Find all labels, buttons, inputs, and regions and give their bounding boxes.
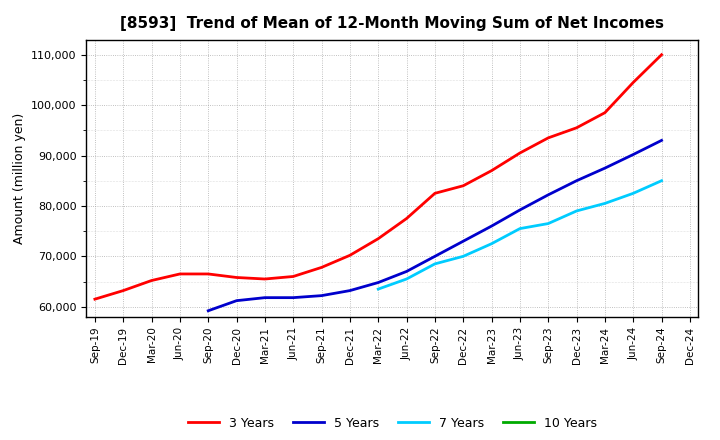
5 Years bbox=[629, 152, 637, 157]
5 Years bbox=[459, 238, 467, 244]
3 Years bbox=[572, 125, 581, 130]
3 Years bbox=[402, 216, 411, 221]
5 Years bbox=[572, 178, 581, 183]
3 Years bbox=[204, 271, 212, 277]
3 Years bbox=[657, 52, 666, 57]
7 Years bbox=[600, 201, 609, 206]
3 Years bbox=[233, 275, 241, 280]
7 Years bbox=[374, 286, 382, 292]
3 Years bbox=[346, 253, 354, 258]
7 Years bbox=[402, 276, 411, 282]
3 Years bbox=[289, 274, 297, 279]
5 Years bbox=[233, 298, 241, 303]
Line: 7 Years: 7 Years bbox=[378, 181, 662, 289]
7 Years bbox=[629, 191, 637, 196]
7 Years bbox=[459, 254, 467, 259]
5 Years bbox=[289, 295, 297, 300]
5 Years bbox=[318, 293, 326, 298]
7 Years bbox=[544, 221, 552, 226]
3 Years bbox=[318, 265, 326, 270]
5 Years bbox=[516, 207, 524, 213]
5 Years bbox=[487, 224, 496, 229]
3 Years bbox=[261, 276, 269, 282]
Title: [8593]  Trend of Mean of 12-Month Moving Sum of Net Incomes: [8593] Trend of Mean of 12-Month Moving … bbox=[120, 16, 665, 32]
3 Years bbox=[176, 271, 184, 277]
Y-axis label: Amount (million yen): Amount (million yen) bbox=[13, 113, 26, 244]
Line: 3 Years: 3 Years bbox=[95, 55, 662, 299]
3 Years bbox=[431, 191, 439, 196]
3 Years bbox=[600, 110, 609, 115]
7 Years bbox=[657, 178, 666, 183]
7 Years bbox=[431, 261, 439, 267]
3 Years bbox=[629, 80, 637, 85]
3 Years bbox=[487, 168, 496, 173]
5 Years bbox=[402, 269, 411, 274]
5 Years bbox=[261, 295, 269, 300]
3 Years bbox=[91, 297, 99, 302]
5 Years bbox=[431, 254, 439, 259]
3 Years bbox=[119, 288, 127, 293]
Line: 5 Years: 5 Years bbox=[208, 140, 662, 311]
3 Years bbox=[516, 150, 524, 156]
5 Years bbox=[657, 138, 666, 143]
5 Years bbox=[204, 308, 212, 313]
5 Years bbox=[600, 165, 609, 171]
3 Years bbox=[148, 278, 156, 283]
5 Years bbox=[346, 288, 354, 293]
3 Years bbox=[544, 135, 552, 140]
7 Years bbox=[487, 241, 496, 246]
7 Years bbox=[516, 226, 524, 231]
7 Years bbox=[572, 208, 581, 213]
5 Years bbox=[374, 280, 382, 285]
5 Years bbox=[544, 192, 552, 198]
Legend: 3 Years, 5 Years, 7 Years, 10 Years: 3 Years, 5 Years, 7 Years, 10 Years bbox=[183, 412, 602, 435]
3 Years bbox=[459, 183, 467, 188]
3 Years bbox=[374, 236, 382, 241]
